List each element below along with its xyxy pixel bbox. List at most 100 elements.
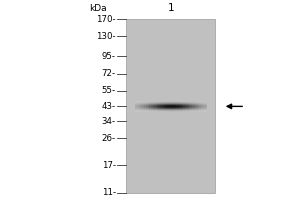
Bar bbox=[178, 110, 180, 111]
Bar bbox=[162, 107, 164, 108]
Bar bbox=[176, 101, 178, 102]
Bar bbox=[158, 110, 160, 111]
Bar bbox=[187, 110, 189, 111]
Bar bbox=[187, 101, 189, 102]
Bar bbox=[169, 109, 171, 110]
Bar bbox=[144, 105, 146, 106]
Bar bbox=[160, 105, 162, 106]
Bar bbox=[155, 109, 157, 110]
Bar bbox=[176, 103, 178, 104]
Bar bbox=[167, 102, 170, 103]
Bar bbox=[185, 105, 187, 106]
Bar bbox=[198, 103, 200, 104]
Bar bbox=[140, 109, 142, 110]
Bar bbox=[185, 110, 187, 111]
Bar bbox=[185, 104, 187, 105]
Bar bbox=[201, 106, 203, 107]
Bar bbox=[201, 111, 203, 112]
Bar bbox=[166, 111, 168, 112]
Bar bbox=[146, 110, 148, 111]
Bar bbox=[182, 105, 184, 106]
Bar bbox=[164, 106, 166, 107]
Bar bbox=[164, 109, 166, 110]
Bar bbox=[192, 104, 194, 105]
Bar bbox=[194, 106, 196, 107]
Bar bbox=[158, 107, 160, 108]
Bar bbox=[166, 110, 168, 111]
Bar bbox=[176, 110, 178, 111]
Bar bbox=[171, 107, 173, 108]
Bar bbox=[149, 110, 152, 111]
Bar bbox=[196, 104, 198, 105]
Bar bbox=[201, 103, 203, 104]
Bar bbox=[182, 104, 184, 105]
Bar bbox=[187, 102, 189, 103]
Bar bbox=[192, 111, 194, 112]
Bar bbox=[176, 107, 178, 108]
Bar bbox=[205, 109, 207, 110]
Bar bbox=[137, 105, 139, 106]
Bar bbox=[135, 107, 137, 108]
Bar bbox=[189, 105, 191, 106]
Bar bbox=[182, 105, 184, 106]
Bar bbox=[190, 102, 193, 103]
Bar bbox=[155, 105, 157, 106]
Bar bbox=[151, 101, 153, 102]
Bar bbox=[144, 106, 146, 107]
Bar bbox=[201, 104, 203, 105]
Bar bbox=[153, 104, 155, 105]
Bar bbox=[174, 110, 176, 111]
Bar bbox=[140, 104, 142, 105]
Bar bbox=[198, 108, 200, 109]
Bar bbox=[135, 109, 137, 110]
Bar bbox=[140, 105, 142, 106]
Bar bbox=[164, 101, 166, 102]
Bar bbox=[205, 110, 207, 111]
Bar bbox=[198, 110, 200, 111]
Bar bbox=[171, 103, 173, 104]
Bar bbox=[137, 109, 139, 110]
Bar bbox=[183, 105, 185, 106]
Bar bbox=[169, 107, 171, 108]
Bar bbox=[149, 111, 152, 112]
Bar bbox=[142, 109, 144, 110]
Bar bbox=[153, 110, 155, 111]
Bar bbox=[149, 108, 152, 109]
Bar bbox=[183, 104, 185, 105]
Bar bbox=[157, 101, 159, 102]
Bar bbox=[146, 101, 148, 102]
Text: kDa: kDa bbox=[89, 4, 107, 13]
Bar bbox=[199, 104, 202, 105]
Bar bbox=[180, 107, 182, 108]
Bar bbox=[205, 107, 207, 108]
Bar bbox=[167, 108, 170, 109]
Bar bbox=[162, 111, 164, 112]
Bar bbox=[157, 108, 159, 109]
Bar bbox=[201, 105, 203, 106]
Bar bbox=[155, 110, 157, 111]
Bar bbox=[137, 111, 139, 112]
Bar bbox=[183, 106, 185, 107]
Bar bbox=[203, 101, 205, 102]
Text: 72-: 72- bbox=[102, 69, 116, 78]
Bar bbox=[144, 108, 146, 109]
Bar bbox=[205, 108, 207, 109]
Bar bbox=[144, 102, 146, 103]
Bar bbox=[137, 108, 139, 109]
Bar bbox=[178, 101, 180, 102]
Bar bbox=[148, 104, 150, 105]
Bar bbox=[142, 107, 144, 108]
Bar bbox=[199, 108, 202, 109]
Bar bbox=[171, 105, 173, 106]
Bar bbox=[164, 102, 166, 103]
Bar bbox=[185, 107, 187, 108]
Bar bbox=[172, 110, 175, 111]
Bar bbox=[148, 105, 150, 106]
Bar bbox=[194, 109, 196, 110]
Bar bbox=[151, 110, 153, 111]
Bar bbox=[158, 108, 160, 109]
Bar bbox=[166, 105, 168, 106]
Bar bbox=[172, 111, 175, 112]
Bar bbox=[194, 110, 196, 111]
Bar bbox=[169, 111, 171, 112]
